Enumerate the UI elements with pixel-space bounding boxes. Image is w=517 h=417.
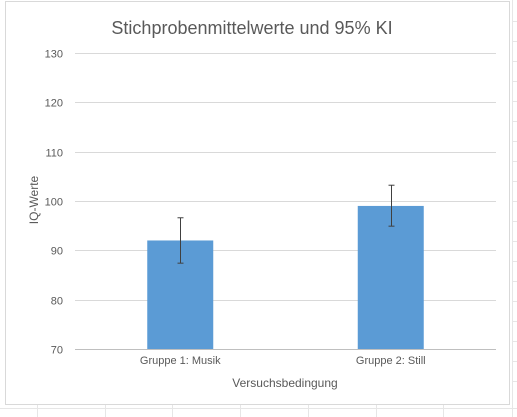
y-tick-label: 120: [45, 98, 63, 110]
x-axis-label: Versuchsbedingung: [232, 376, 337, 390]
chart-title: Stichprobenmittelwerte und 95% KI: [111, 18, 392, 38]
y-tick-label: 70: [51, 345, 63, 357]
y-tick-label: 130: [45, 49, 63, 61]
chart-area[interactable]: [5, 1, 510, 405]
y-tick-label: 80: [51, 296, 63, 308]
y-axis-label: IQ-Werte: [27, 175, 41, 224]
x-tick-label: Gruppe 2: Still: [356, 355, 426, 367]
y-tick-label: 110: [45, 148, 63, 160]
error-bar: [388, 184, 395, 227]
y-tick-label: 100: [45, 197, 63, 209]
y-tick-label: 90: [51, 246, 63, 258]
error-bar: [177, 217, 184, 264]
bar[interactable]: [357, 205, 424, 349]
x-tick-label: Gruppe 1: Musik: [140, 355, 221, 367]
